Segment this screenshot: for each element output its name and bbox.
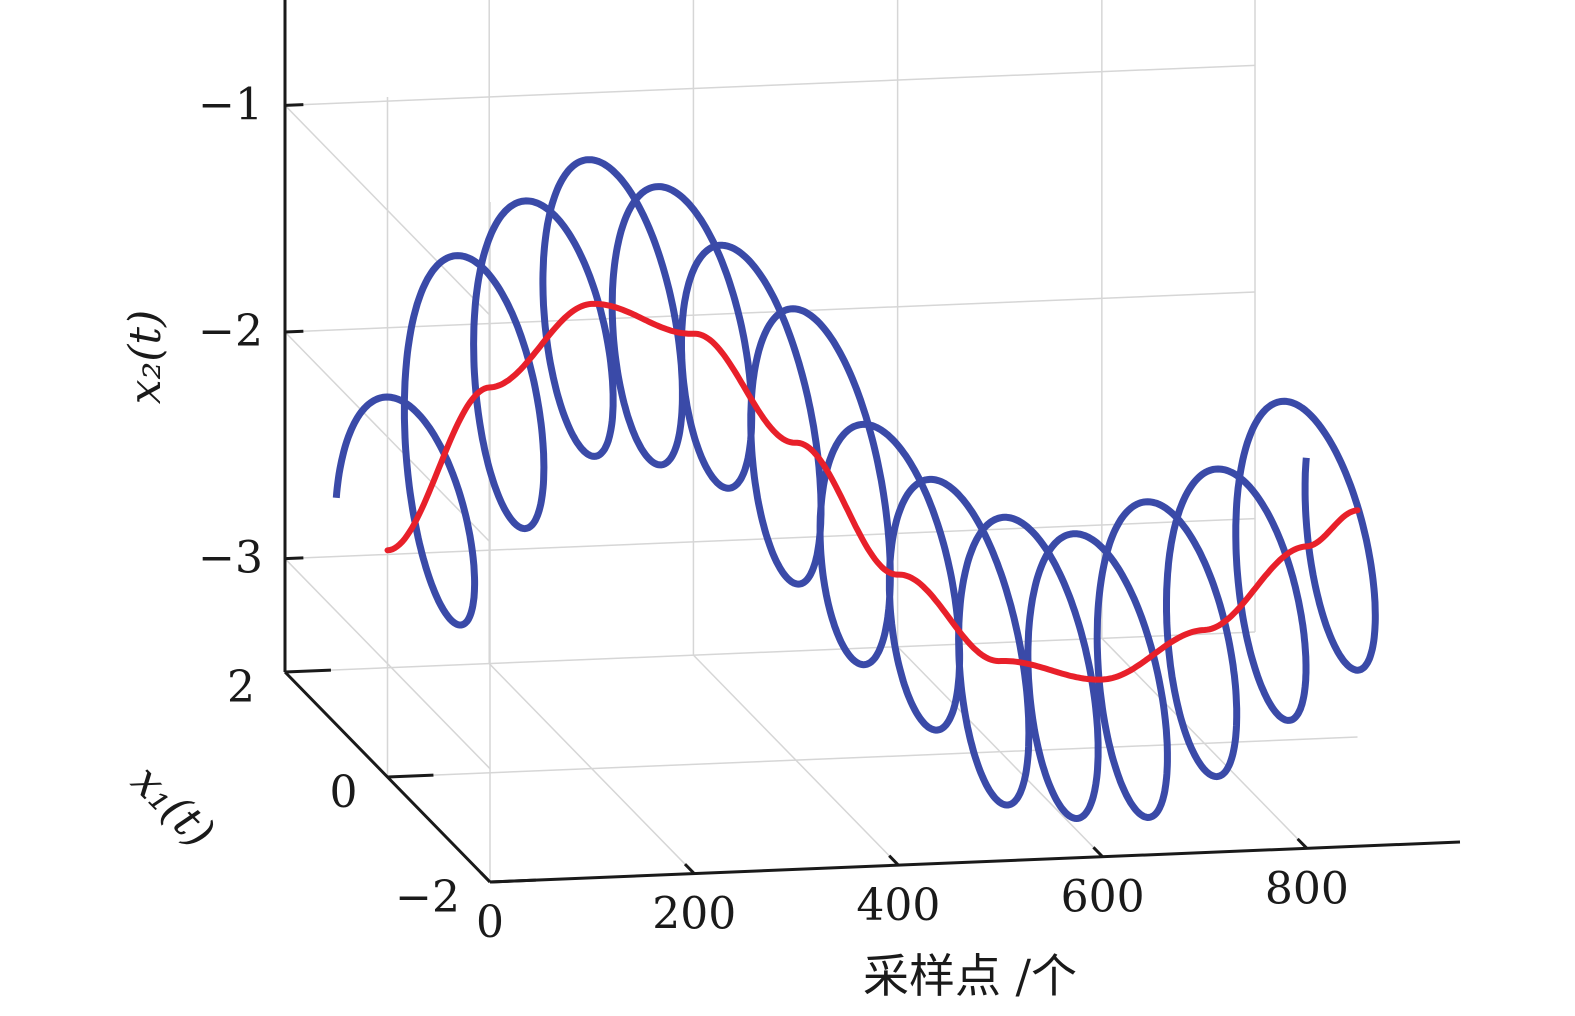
x-tick xyxy=(479,871,492,884)
z-tick-label: −1 xyxy=(198,79,263,130)
y-tick xyxy=(387,773,434,779)
grid-line xyxy=(387,736,1358,778)
x-tick-label: 400 xyxy=(856,880,940,931)
grid-line xyxy=(284,558,491,770)
z-tick-label: −2 xyxy=(198,306,263,357)
center-series-line xyxy=(384,300,1361,683)
x-axis-label: 采样点 /个 xyxy=(863,949,1077,1003)
y-tick-label: −2 xyxy=(395,872,460,923)
x-tick-label: 0 xyxy=(476,897,504,948)
x-tick xyxy=(683,863,696,875)
z-tick-label: −3 xyxy=(198,533,263,584)
axes-layer xyxy=(283,0,1461,884)
x-tick-label: 200 xyxy=(652,889,736,940)
y-tick-label: 2 xyxy=(227,662,255,713)
y-tick xyxy=(489,878,537,884)
y-axis-label: x₁(t) xyxy=(121,755,224,858)
x-tick xyxy=(1092,846,1104,858)
x-tick-label: 800 xyxy=(1265,863,1349,914)
z-tick xyxy=(284,329,304,334)
y-tick xyxy=(284,668,332,674)
x-tick-label: 600 xyxy=(1061,872,1145,923)
grid-line xyxy=(284,631,1256,673)
grid-line xyxy=(284,64,1256,107)
y-tick-label: 0 xyxy=(330,767,358,818)
grid-line xyxy=(284,291,1256,333)
x-tick xyxy=(888,854,900,867)
z-axis-label: x₂(t) xyxy=(120,310,171,404)
x-axis-line xyxy=(489,840,1461,884)
helix-series-line xyxy=(332,156,1379,822)
series-layer xyxy=(332,156,1379,822)
x-tick xyxy=(1296,837,1308,850)
label-layer: 0 200 400 600 800 −2 0 2 −3 −2 −1 采样点 /个 x₁(t) x₂(t) xyxy=(120,79,1349,1003)
grid-line xyxy=(284,104,491,316)
grid-line xyxy=(284,331,491,543)
z-tick xyxy=(284,103,304,107)
z-tick xyxy=(284,556,304,561)
